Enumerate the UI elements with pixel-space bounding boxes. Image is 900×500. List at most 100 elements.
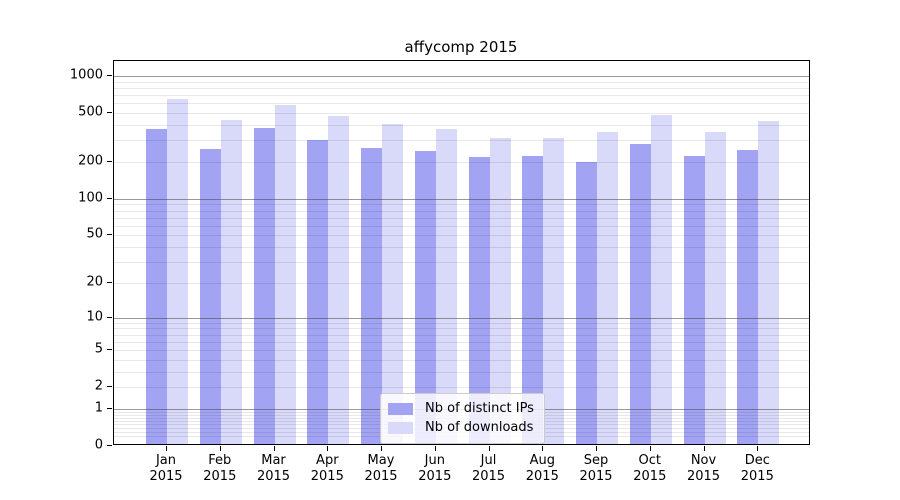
plot-area: Nb of distinct IPs Nb of downloads <box>113 60 810 445</box>
x-tick-year: 2015 <box>203 469 237 484</box>
bar-distinct-ips-apr <box>307 140 329 444</box>
x-tick-month: Dec <box>744 453 770 468</box>
y-tick-label: 2 <box>94 378 103 394</box>
x-tick-month: Apr <box>316 453 339 468</box>
x-tick-month: Mar <box>261 453 286 468</box>
y-tick-mark <box>107 111 112 113</box>
y-tick-mark <box>107 74 112 76</box>
y-tick-label: 5 <box>94 341 103 357</box>
x-tick-month: Aug <box>529 453 555 468</box>
y-tick-label: 10 <box>86 309 103 324</box>
y-tick-label: 500 <box>78 104 103 120</box>
y-tick-mark <box>107 407 112 409</box>
legend: Nb of distinct IPs Nb of downloads <box>380 393 545 444</box>
x-tick-mark <box>381 446 382 451</box>
bar-distinct-ips-jan <box>146 129 167 444</box>
y-tick-mark <box>107 197 112 199</box>
x-tick-label-jun: Jun 2015 <box>418 453 451 485</box>
y-tick-label: 200 <box>78 153 103 169</box>
x-tick-label-jan: Jan 2015 <box>149 453 182 485</box>
x-tick-mark <box>542 446 544 451</box>
bar-distinct-ips-aug <box>522 156 544 444</box>
bar-downloads-jan <box>167 99 188 444</box>
bars-layer <box>114 61 809 444</box>
y-tick-label: 100 <box>78 190 103 206</box>
x-tick-year: 2015 <box>149 469 183 484</box>
x-tick-label-may: May 2015 <box>364 453 397 485</box>
y-tick-label: 1 <box>94 400 103 416</box>
bar-distinct-ips-jul <box>468 157 490 444</box>
x-tick-mark <box>434 446 436 451</box>
legend-label-distinct-ips: Nb of distinct IPs <box>425 401 534 416</box>
bar-downloads-feb <box>220 119 242 444</box>
legend-swatch-distinct-ips <box>388 402 413 415</box>
x-tick-label-apr: Apr 2015 <box>311 453 344 485</box>
legend-item-distinct-ips: Nb of distinct IPs <box>388 399 534 418</box>
x-tick-year: 2015 <box>633 469 667 484</box>
bar-downloads-jul <box>489 137 511 444</box>
x-tick-label-dec: Dec 2015 <box>741 453 774 485</box>
bar-downloads-may <box>382 123 403 444</box>
legend-label-downloads: Nb of downloads <box>425 420 534 435</box>
legend-item-downloads: Nb of downloads <box>388 418 534 437</box>
x-tick-month: Jan <box>155 453 177 468</box>
x-tick-year: 2015 <box>686 469 721 484</box>
x-tick-label-jul: Jul 2015 <box>472 453 505 485</box>
y-tick-label: 0 <box>94 437 103 453</box>
y-tick-label: 20 <box>86 274 103 290</box>
x-tick-month: Feb <box>208 453 232 468</box>
bar-distinct-ips-jun <box>414 151 436 444</box>
x-tick-year: 2015 <box>471 469 506 484</box>
x-tick-month: Jun <box>424 453 445 468</box>
chart-title: affycomp 2015 <box>404 38 518 56</box>
x-tick-month: Oct <box>638 453 662 468</box>
x-tick-year: 2015 <box>740 469 774 484</box>
x-tick-mark <box>327 446 329 451</box>
x-tick-month: Nov <box>690 453 717 468</box>
bar-downloads-apr <box>328 116 350 444</box>
bar-distinct-ips-nov <box>683 156 705 444</box>
x-tick-year: 2015 <box>418 469 452 484</box>
x-tick-mark <box>703 446 705 451</box>
x-tick-year: 2015 <box>364 469 398 484</box>
bar-distinct-ips-sep <box>576 161 597 444</box>
bar-distinct-ips-may <box>361 147 382 444</box>
bar-downloads-oct <box>650 115 672 444</box>
bar-distinct-ips-mar <box>253 127 275 444</box>
legend-swatch-downloads <box>388 421 413 434</box>
x-tick-year: 2015 <box>256 469 291 484</box>
y-tick-mark <box>107 386 112 388</box>
y-tick-label: 50 <box>86 226 103 242</box>
x-tick-mark <box>488 446 490 451</box>
x-tick-label-oct: Oct 2015 <box>633 453 666 485</box>
x-tick-label-mar: Mar 2015 <box>257 453 290 485</box>
bar-downloads-jun <box>435 128 457 444</box>
x-tick-mark <box>273 446 275 451</box>
y-tick-mark <box>107 281 112 283</box>
x-tick-label-aug: Aug 2015 <box>526 453 559 485</box>
bar-distinct-ips-oct <box>629 144 651 444</box>
x-tick-mark <box>596 446 597 451</box>
x-tick-mark <box>649 446 651 451</box>
x-tick-label-nov: Nov 2015 <box>687 453 720 485</box>
y-tick-mark <box>107 234 112 236</box>
y-tick-mark <box>107 316 112 318</box>
x-tick-year: 2015 <box>525 469 559 484</box>
y-tick-mark <box>107 445 112 446</box>
x-tick-month: Jul <box>480 453 497 468</box>
bar-downloads-mar <box>274 105 296 444</box>
x-tick-year: 2015 <box>310 469 344 484</box>
y-tick-mark <box>107 160 112 162</box>
bar-downloads-nov <box>704 131 726 444</box>
x-tick-label-feb: Feb 2015 <box>203 453 236 485</box>
x-tick-mark <box>166 446 167 451</box>
y-tick-label: 1000 <box>69 67 103 83</box>
bar-downloads-sep <box>597 131 618 444</box>
bar-downloads-dec <box>758 120 780 444</box>
x-tick-year: 2015 <box>579 469 613 484</box>
x-tick-mark <box>219 446 221 451</box>
bar-distinct-ips-feb <box>199 149 221 444</box>
bar-downloads-aug <box>543 138 565 444</box>
x-tick-mark <box>757 446 759 451</box>
